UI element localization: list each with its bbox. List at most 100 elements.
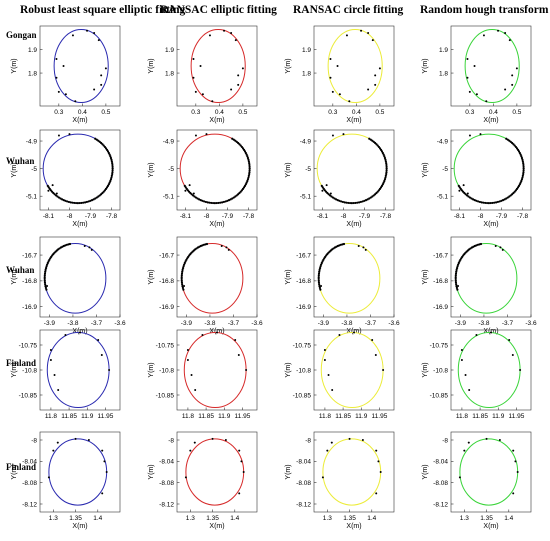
data-point — [49, 349, 52, 351]
data-point — [454, 274, 457, 277]
data-point — [51, 184, 54, 187]
x-tick-label: 1.35 — [343, 515, 356, 522]
y-axis-label: Y(m) — [285, 362, 292, 377]
data-point — [100, 74, 103, 77]
y-tick-label: -8.04 — [296, 459, 311, 466]
y-tick-label: -10.85 — [293, 392, 312, 399]
x-tick-label: 11.85 — [61, 413, 77, 420]
y-tick-label: -16.8 — [296, 278, 311, 285]
data-point — [45, 288, 48, 291]
y-tick-label: -5 — [168, 166, 174, 173]
data-point — [357, 245, 360, 248]
y-axis-label: Y(m) — [422, 162, 429, 177]
data-point — [182, 288, 185, 291]
y-axis-label: Y(m) — [285, 464, 292, 479]
data-point — [384, 158, 387, 161]
data-point — [497, 29, 500, 32]
data-point — [384, 176, 387, 179]
data-point — [455, 270, 458, 273]
data-point — [110, 176, 113, 179]
x-axis-label: X(m) — [483, 221, 498, 228]
data-point — [224, 439, 227, 441]
data-point — [43, 281, 47, 284]
plot-frame — [450, 329, 532, 411]
data-point — [90, 199, 94, 202]
fitted-circle — [327, 29, 383, 103]
data-point — [44, 270, 47, 273]
data-point — [385, 165, 388, 168]
x-tick-label: 0.4 — [352, 109, 361, 116]
data-point — [350, 202, 353, 205]
data-point — [385, 167, 388, 170]
x-tick-label: 1.35 — [69, 515, 82, 522]
y-tick-label: -5 — [442, 166, 448, 173]
data-point — [343, 201, 346, 204]
x-tick-label: -8.1 — [43, 213, 55, 220]
x-axis-label: X(m) — [346, 523, 361, 530]
data-point — [93, 88, 96, 91]
data-point — [495, 201, 498, 204]
data-point — [247, 174, 250, 177]
data-point — [189, 449, 192, 452]
data-point — [46, 263, 49, 266]
data-point — [482, 201, 485, 204]
x-tick-label: -8 — [478, 213, 484, 220]
plot-frame — [450, 25, 532, 107]
subplot: 11.8 11.85 11.9 11.95 -10.85 -10.8 -10.75 Y(m) — [11, 329, 121, 420]
x-tick-label: 11.8 — [45, 413, 58, 420]
data-point — [522, 169, 525, 172]
subplot: -3.9-3.8-3.7-3.6-16.9-16.8-16.7X(m)Y(m) — [148, 236, 263, 335]
y-tick-label: -10.75 — [156, 342, 175, 349]
data-point — [57, 389, 60, 391]
data-point — [318, 283, 321, 286]
x-tick-label: -7.9 — [359, 213, 371, 220]
y-tick-label: -16.9 — [296, 304, 311, 311]
data-point — [338, 334, 341, 336]
subplot: -3.9-3.8-3.7-3.6-16.9-16.8-16.7X(m)Y(m) — [422, 236, 537, 335]
data-point — [186, 359, 189, 361]
data-point — [520, 178, 524, 181]
data-point — [487, 202, 490, 205]
fitted-circle — [185, 438, 245, 506]
data-point — [181, 283, 184, 286]
row-label: Finland — [6, 358, 37, 368]
data-point — [88, 246, 91, 249]
data-point — [103, 460, 106, 463]
x-tick-label: -7.9 — [496, 213, 508, 220]
x-tick-label: -3.6 — [525, 320, 537, 327]
data-point — [181, 285, 184, 288]
data-point — [107, 183, 110, 186]
data-point — [485, 437, 488, 440]
y-tick-label: -5.1 — [26, 194, 38, 201]
y-tick-label: -10.8 — [433, 367, 448, 374]
data-point — [514, 460, 517, 463]
data-point — [248, 169, 251, 172]
data-point — [57, 134, 60, 137]
y-tick-label: -4.9 — [437, 138, 449, 145]
data-point — [76, 202, 79, 205]
data-point — [87, 439, 90, 441]
data-point — [46, 261, 49, 265]
data-point — [80, 201, 83, 205]
data-point — [454, 272, 458, 275]
data-point — [52, 449, 55, 452]
x-tick-label: -8.1 — [317, 213, 329, 220]
y-tick-label: -8.08 — [22, 480, 37, 487]
subplot: 11.8 11.85 11.9 11.95 -10.85 -10.8 -10.75 Y(m) — [422, 329, 532, 420]
data-point — [109, 156, 113, 160]
data-point — [378, 67, 381, 70]
data-point — [454, 277, 457, 280]
x-axis-label: X(m) — [209, 117, 224, 124]
data-point — [511, 74, 514, 77]
data-point — [457, 261, 460, 265]
data-point — [482, 34, 485, 37]
plot-frame — [176, 25, 258, 107]
y-tick-label: 1.8 — [302, 70, 311, 77]
data-point — [494, 245, 497, 248]
data-point — [519, 181, 522, 184]
y-tick-label: -16.8 — [22, 278, 37, 285]
y-axis-label: Y(m) — [148, 162, 155, 177]
plot-frame — [176, 329, 258, 411]
data-point — [230, 88, 233, 91]
data-point — [211, 437, 214, 440]
